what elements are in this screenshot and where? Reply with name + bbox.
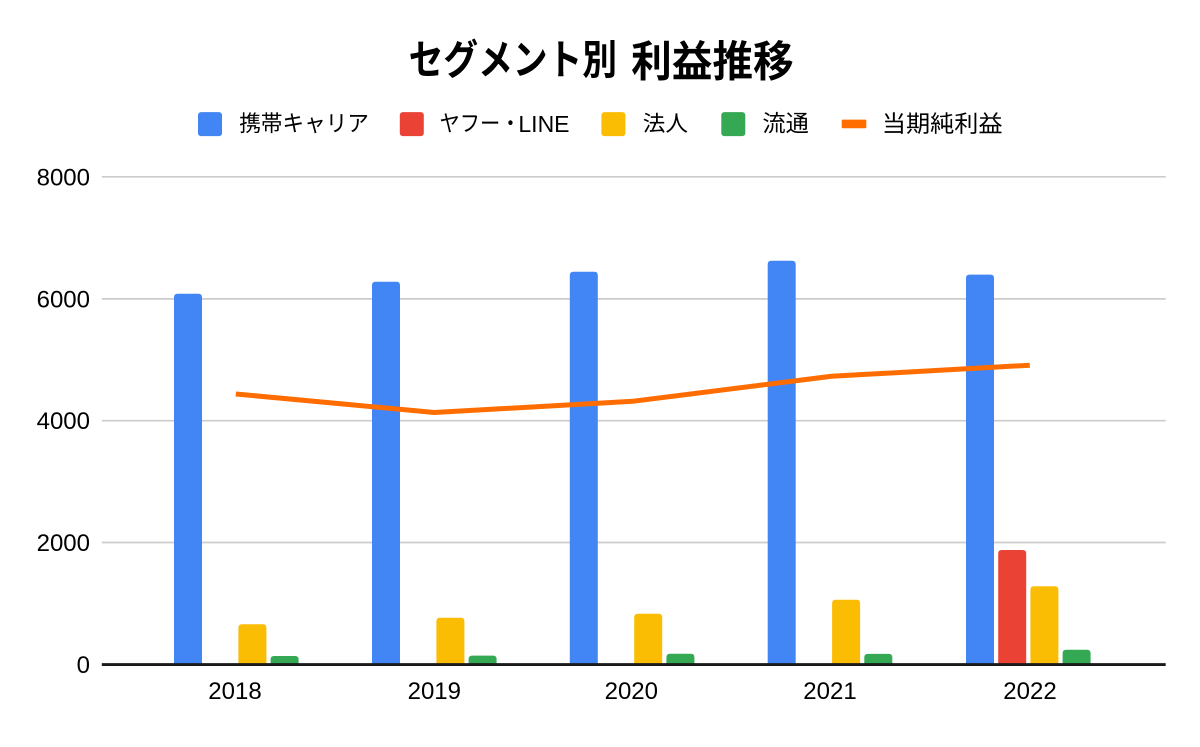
svg-text:LINE: LINE (518, 111, 569, 137)
svg-text:2022: 2022 (1003, 678, 1056, 705)
svg-text:8000: 8000 (37, 164, 90, 191)
svg-text:2000: 2000 (37, 530, 90, 557)
svg-text:0: 0 (77, 652, 90, 679)
svg-text:6000: 6000 (37, 286, 90, 313)
svg-text:2018: 2018 (208, 678, 261, 705)
svg-text:2019: 2019 (408, 678, 461, 705)
svg-text:4000: 4000 (37, 408, 90, 435)
svg-text:2021: 2021 (803, 678, 856, 705)
svg-text:2020: 2020 (605, 678, 658, 705)
